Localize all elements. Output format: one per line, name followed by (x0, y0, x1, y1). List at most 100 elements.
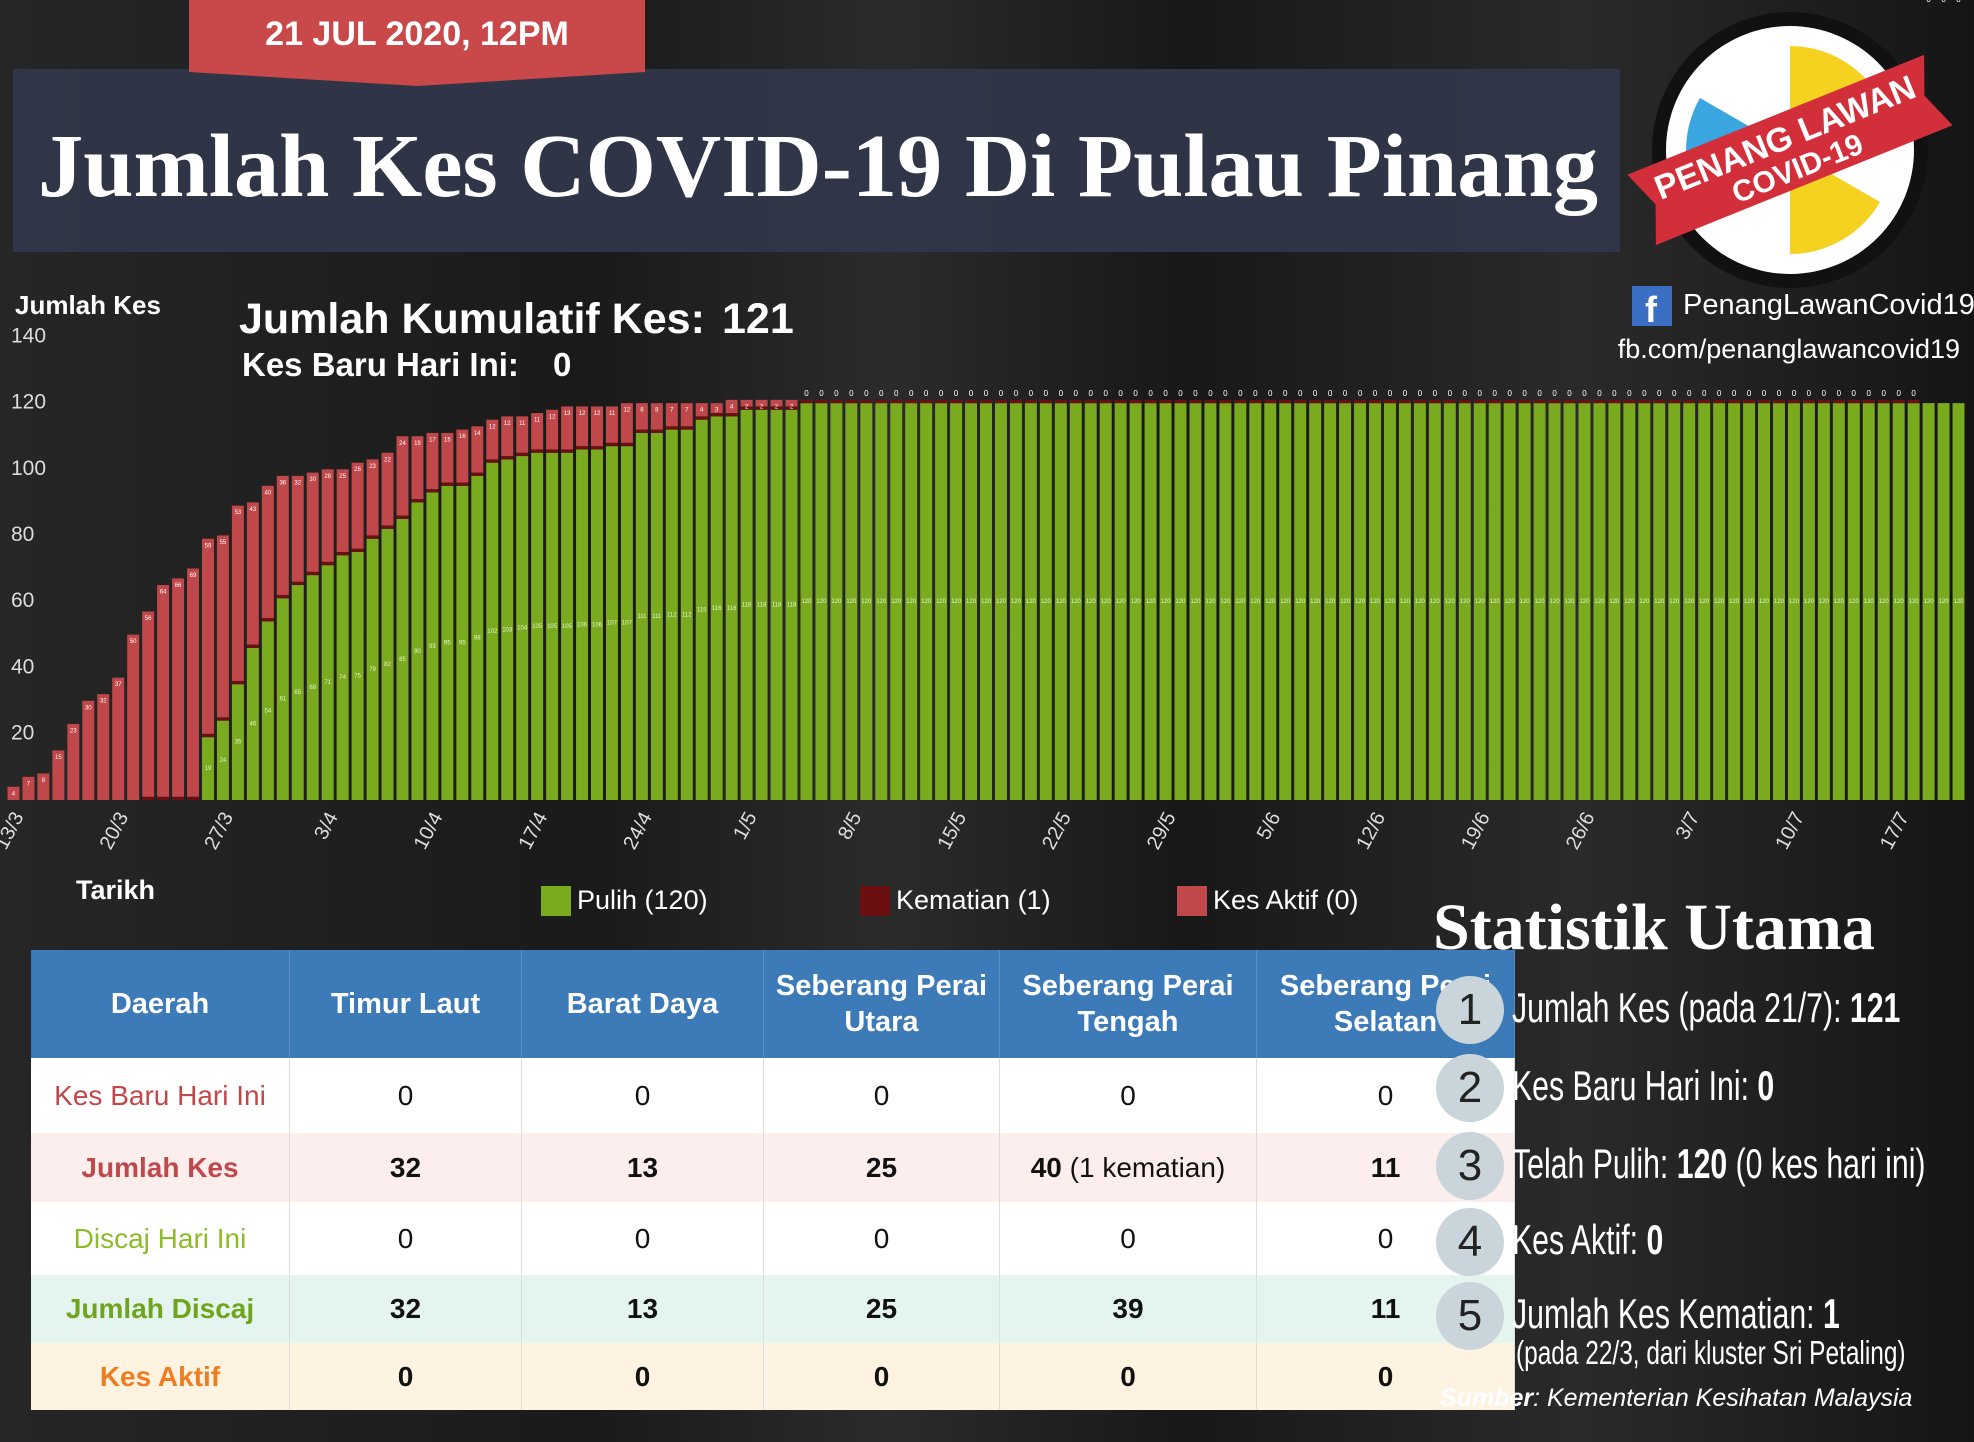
bar-segment (1937, 403, 1950, 800)
bar-segment (1114, 403, 1127, 800)
data-label: 120 (1161, 599, 1172, 605)
data-label: 55 (220, 540, 227, 546)
bar-segment (1294, 399, 1307, 404)
data-label: 95 (444, 640, 451, 646)
bar-segment (1189, 403, 1202, 800)
data-label: 120 (951, 599, 962, 605)
bar-segment (1428, 403, 1441, 800)
stat-number: 2 (1436, 1054, 1504, 1122)
bar-segment (1354, 403, 1367, 800)
table-cell: 0 (289, 1202, 522, 1275)
bar-segment (1294, 403, 1307, 800)
data-label: 0 (1657, 389, 1662, 398)
bar-segment (1099, 403, 1112, 800)
bar-segment (1443, 403, 1456, 800)
bar-segment (486, 462, 499, 800)
district-table: Daerah Timur Laut Barat Daya Seberang Perai… (31, 950, 1515, 1410)
new-cases-label: Kes Baru Hari Ini: (242, 346, 519, 383)
bar-segment (1817, 399, 1830, 404)
data-label: 0 (1687, 389, 1692, 398)
data-label: 0 (1792, 389, 1797, 398)
data-label: 120 (1789, 599, 1800, 605)
data-label: 56 (145, 616, 152, 622)
row-label: Jumlah Kes (31, 1133, 290, 1202)
data-label: 0 (1148, 389, 1153, 398)
bar-segment (546, 449, 559, 453)
data-label: 17 (429, 437, 436, 443)
table-cell: 40 (1 kematian) (999, 1133, 1257, 1202)
bar-segment (1129, 399, 1142, 404)
bar-segment (1772, 399, 1785, 404)
bar-segment (1772, 403, 1785, 800)
table-cell: 32 (289, 1275, 522, 1343)
x-tick-label: 15/5 (933, 808, 971, 853)
x-tick-label: 29/5 (1143, 808, 1181, 853)
data-label: 118 (757, 602, 767, 608)
data-label: 120 (1250, 599, 1261, 605)
bar-segment (231, 684, 244, 800)
bar-segment (246, 647, 259, 800)
x-tick-label: 20/3 (96, 808, 134, 853)
bar-segment (1698, 399, 1711, 404)
bar-segment (965, 399, 978, 404)
bar-segment (202, 538, 214, 734)
column-header: Barat Daya (521, 950, 764, 1058)
data-label: 120 (1535, 599, 1546, 605)
bar-segment (456, 482, 469, 486)
bar-segment (396, 515, 409, 519)
stat-text: Telah Pulih: 120 (0 kes hari ini) (1512, 1140, 1926, 1188)
stat-label: Kes Baru Hari Ini: (1512, 1062, 1749, 1109)
data-label: 0 (1029, 389, 1034, 398)
data-label: 120 (981, 599, 992, 605)
bar-segment (426, 492, 439, 800)
data-label: 75 (354, 674, 361, 680)
data-label: 64 (160, 590, 167, 596)
data-label: 0 (1567, 389, 1572, 398)
data-label: 0 (1941, 0, 1946, 4)
data-label: 120 (1729, 599, 1740, 605)
bar-segment (635, 432, 648, 800)
data-label: 8 (655, 408, 659, 414)
bar-segment (695, 419, 708, 800)
bar-segment (1877, 399, 1890, 404)
data-label: 0 (1313, 389, 1318, 398)
bar-segment (890, 399, 903, 404)
bar-segment (770, 409, 783, 800)
data-label: 0 (1852, 389, 1857, 398)
bar-segment (725, 399, 738, 414)
y-tick-label: 40 (11, 655, 34, 678)
bar-segment (411, 499, 424, 503)
table-row: Kes Baru Hari Ini 0 0 0 0 0 (31, 1058, 1515, 1133)
bar-segment (1623, 403, 1636, 800)
data-label: 37 (115, 682, 122, 688)
data-label: 0 (1059, 389, 1064, 398)
bar-segment (216, 535, 229, 718)
data-label: 120 (1804, 599, 1815, 605)
legend-label: Pulih (120) (577, 885, 708, 915)
bar-segment (1204, 403, 1217, 800)
bar-segment (1054, 399, 1067, 404)
table-row: Kes Aktif 0 0 0 0 0 (31, 1343, 1515, 1410)
data-label: 120 (1669, 599, 1680, 605)
bar-segment (800, 403, 813, 800)
bar-segment (1548, 403, 1561, 800)
x-tick-label: 17/7 (1876, 808, 1914, 853)
data-label: 111 (637, 614, 647, 620)
data-label: 120 (1265, 599, 1276, 605)
data-label: 105 (532, 624, 543, 630)
row-label: Kes Aktif (31, 1343, 290, 1410)
table-row: Jumlah Discaj 32 13 25 39 11 (31, 1275, 1515, 1343)
data-label: 120 (996, 599, 1007, 605)
data-label: 53 (235, 510, 242, 516)
bar-segment (980, 403, 992, 800)
bar-segment (516, 452, 529, 457)
data-label: 120 (1400, 599, 1411, 605)
x-tick-label: 19/6 (1457, 808, 1495, 853)
bar-segment (875, 403, 888, 800)
data-label: 0 (1582, 389, 1587, 398)
table-cell: 0 (999, 1058, 1257, 1133)
data-label: 22 (384, 457, 391, 463)
bar-segment (1802, 399, 1815, 404)
bar-segment (920, 399, 933, 404)
